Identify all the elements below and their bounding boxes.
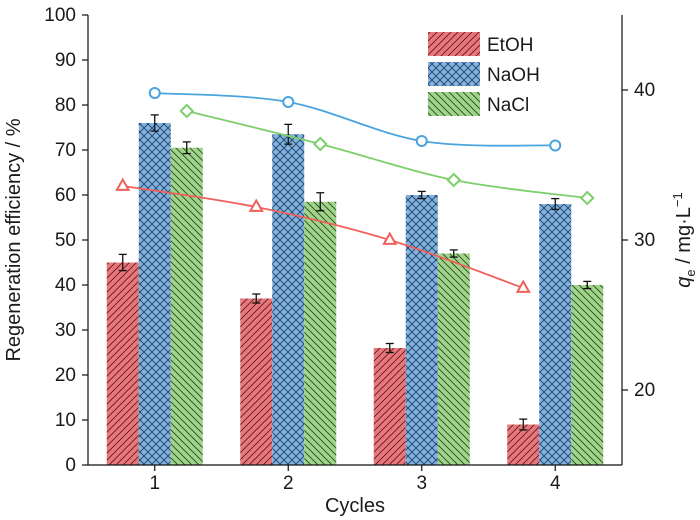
legend-label-etoh: EtOH — [487, 35, 533, 56]
y-tick-label: 20 — [55, 365, 76, 386]
y-tick-label: 50 — [55, 230, 76, 251]
bar-nacl-4 — [571, 285, 604, 465]
qe-line-naoh — [154, 92, 556, 147]
bar-naoh-1 — [138, 123, 171, 465]
y2-axis-title-unit: / mg·L — [673, 207, 695, 269]
error-bar-naoh-2 — [284, 123, 293, 145]
legend-swatch-naoh — [428, 62, 480, 86]
qe-point-naoh-1 — [148, 87, 161, 99]
error-bar-naoh-3 — [417, 190, 426, 200]
y2-tick-label: 20 — [634, 380, 655, 401]
bar-naoh-4 — [539, 204, 572, 465]
error-bars-layer — [118, 114, 592, 431]
qe-point-naoh-3 — [415, 135, 428, 147]
y-tick-label: 100 — [44, 5, 76, 26]
error-bar-naoh-1 — [150, 114, 159, 132]
qe-point-etoh-4 — [515, 279, 531, 293]
x-axis-title: Cycles — [325, 495, 385, 517]
legend-label-naoh: NaOH — [487, 65, 540, 86]
y2-tick-label: 40 — [634, 80, 655, 101]
y2-axis-title-symbol: q — [673, 277, 695, 288]
y-tick-label: 70 — [55, 140, 76, 161]
qe-point-nacl-1 — [179, 103, 195, 119]
qe-point-naoh-4 — [549, 139, 562, 152]
error-bar-etoh-2 — [252, 293, 261, 304]
error-bar-naoh-4 — [551, 197, 560, 211]
error-bar-nacl-1 — [182, 141, 191, 155]
y2-axis-title-subscript: e — [683, 269, 698, 276]
bar-etoh-3 — [373, 348, 406, 465]
y-tick-label: 90 — [55, 50, 76, 71]
bar-naoh-2 — [272, 134, 305, 465]
bar-naoh-3 — [405, 195, 438, 465]
y-tick-label: 30 — [55, 320, 76, 341]
bar-etoh-1 — [106, 262, 139, 465]
error-bar-nacl-2 — [316, 192, 325, 212]
y-tick-label: 40 — [55, 275, 76, 296]
bar-nacl-2 — [304, 201, 337, 465]
y-axis-title: Regeneration efficiency / % — [3, 118, 25, 361]
bar-etoh-2 — [240, 298, 273, 465]
qe-point-etoh-1 — [115, 177, 131, 191]
x-tick-label: 1 — [149, 473, 160, 494]
x-tick-label: 4 — [550, 473, 561, 494]
error-bar-nacl-3 — [449, 249, 458, 258]
x-tick-label: 3 — [416, 473, 427, 494]
qe-lines-layer — [115, 87, 595, 293]
y-tick-label: 60 — [55, 185, 76, 206]
qe-point-nacl-3 — [446, 172, 462, 188]
y-tick-label: 80 — [55, 95, 76, 116]
y2-axis-title-superscript: −1 — [670, 192, 685, 207]
qe-point-nacl-2 — [312, 136, 328, 152]
bar-nacl-1 — [170, 147, 203, 465]
y2-axis-title: qe / mg·L−1 — [670, 192, 698, 287]
qe-point-naoh-2 — [282, 96, 295, 108]
bar-nacl-3 — [437, 253, 470, 465]
qe-point-etoh-3 — [382, 231, 398, 245]
ticks-layer: 0 10 20 30 40 50 60 70 80 90 100 20 30 40 1 2 3 4 — [44, 5, 655, 494]
legend-label-nacl: NaCl — [487, 95, 529, 116]
error-bar-etoh-1 — [118, 253, 127, 272]
y2-tick-label: 30 — [634, 230, 655, 251]
legend: EtOH NaOH NaCl — [428, 32, 540, 116]
qe-point-nacl-4 — [579, 190, 595, 206]
error-bar-etoh-4 — [519, 418, 528, 431]
error-bar-etoh-3 — [385, 342, 394, 354]
y-tick-label: 0 — [65, 455, 76, 476]
legend-swatch-nacl — [428, 92, 480, 116]
qe-line-etoh — [122, 185, 524, 289]
qe-point-etoh-2 — [248, 198, 264, 212]
y-tick-label: 10 — [55, 410, 76, 431]
qe-line-nacl — [186, 110, 588, 199]
x-tick-label: 2 — [283, 473, 294, 494]
bars-layer — [106, 123, 604, 465]
legend-swatch-etoh — [428, 32, 480, 56]
bar-etoh-4 — [507, 424, 540, 465]
error-bar-nacl-4 — [583, 280, 592, 290]
